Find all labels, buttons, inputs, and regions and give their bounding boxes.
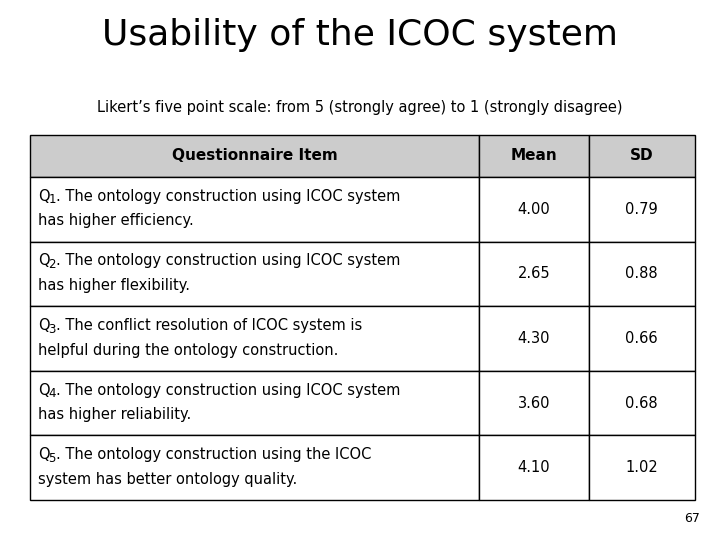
Text: . The ontology construction using ICOC system: . The ontology construction using ICOC s…	[56, 189, 400, 204]
Text: . The conflict resolution of ICOC system is: . The conflict resolution of ICOC system…	[56, 318, 362, 333]
Text: . The ontology construction using ICOC system: . The ontology construction using ICOC s…	[56, 383, 400, 397]
Text: SD: SD	[630, 148, 654, 164]
Text: 0.66: 0.66	[626, 331, 658, 346]
Text: 5: 5	[48, 452, 56, 465]
Bar	[479, 177, 589, 241]
Text: 1.02: 1.02	[626, 460, 658, 475]
Text: 3: 3	[48, 322, 56, 335]
Bar	[479, 435, 589, 500]
Text: 0.68: 0.68	[626, 396, 658, 410]
Text: 4.10: 4.10	[518, 460, 550, 475]
Text: Usability of the ICOC system: Usability of the ICOC system	[102, 18, 618, 52]
Bar	[479, 135, 589, 177]
Text: Q: Q	[38, 318, 50, 333]
Text: has higher efficiency.: has higher efficiency.	[38, 213, 194, 228]
Text: Q: Q	[38, 189, 50, 204]
Bar	[30, 306, 479, 371]
Bar	[479, 371, 589, 435]
Text: 2: 2	[48, 258, 56, 271]
Text: 3.60: 3.60	[518, 396, 550, 410]
Text: has higher flexibility.: has higher flexibility.	[38, 278, 190, 293]
Text: 67: 67	[684, 512, 700, 525]
Text: helpful during the ontology construction.: helpful during the ontology construction…	[38, 342, 338, 357]
Text: Q: Q	[38, 447, 50, 462]
Text: 4.00: 4.00	[518, 202, 550, 217]
Bar	[30, 435, 479, 500]
Text: 1: 1	[48, 193, 56, 206]
Text: . The ontology construction using ICOC system: . The ontology construction using ICOC s…	[56, 253, 400, 268]
Text: Likert’s five point scale: from 5 (strongly agree) to 1 (strongly disagree): Likert’s five point scale: from 5 (stron…	[97, 100, 623, 115]
Bar	[479, 241, 589, 306]
Bar	[30, 177, 479, 241]
Text: has higher reliability.: has higher reliability.	[38, 407, 192, 422]
Text: 0.88: 0.88	[626, 266, 658, 281]
Text: Questionnaire Item: Questionnaire Item	[171, 148, 337, 164]
Bar	[589, 371, 695, 435]
Bar	[589, 241, 695, 306]
Bar	[479, 306, 589, 371]
Bar	[30, 241, 479, 306]
Bar	[589, 177, 695, 241]
Text: system has better ontology quality.: system has better ontology quality.	[38, 472, 297, 487]
Text: 4.30: 4.30	[518, 331, 550, 346]
Text: . The ontology construction using the ICOC: . The ontology construction using the IC…	[56, 447, 372, 462]
Text: 2.65: 2.65	[518, 266, 550, 281]
Bar	[589, 435, 695, 500]
Bar	[589, 306, 695, 371]
Text: Q: Q	[38, 383, 50, 397]
Bar	[589, 135, 695, 177]
Text: Q: Q	[38, 253, 50, 268]
Text: 0.79: 0.79	[626, 202, 658, 217]
Text: 4: 4	[48, 387, 56, 400]
Bar	[30, 371, 479, 435]
Bar	[30, 135, 479, 177]
Text: Mean: Mean	[510, 148, 557, 164]
